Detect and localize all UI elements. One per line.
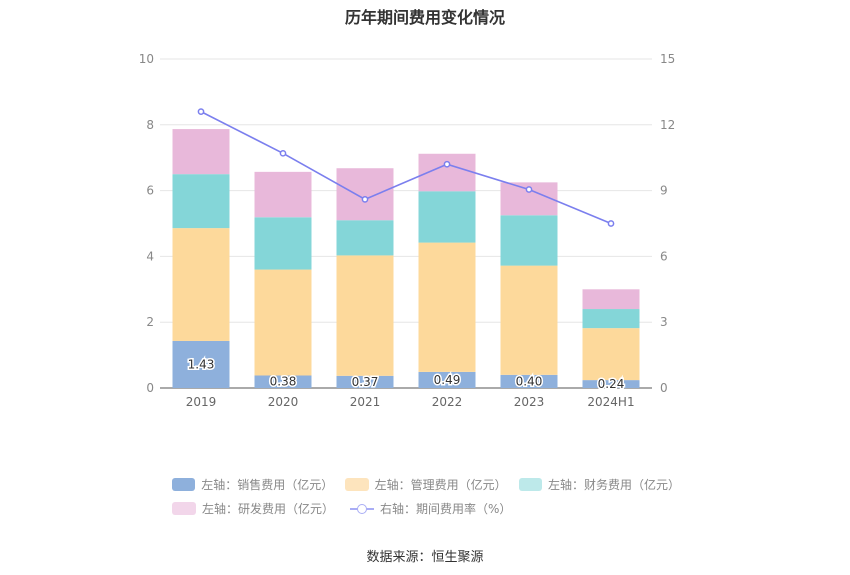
bar-segment-1	[500, 265, 558, 375]
legend-item-rate[interactable]: 右轴：期间费用率（%）	[350, 500, 511, 517]
rate-point	[279, 149, 287, 157]
bar-segment-0	[172, 340, 230, 388]
legend-swatch-sales	[172, 477, 196, 491]
data-source: 数据来源：恒生聚源	[366, 550, 484, 565]
bar-segment-1	[418, 242, 476, 372]
left-axis-tick-label: 6	[146, 184, 154, 198]
bar-data-label: 1.43	[188, 357, 215, 371]
bar-segment-3	[172, 129, 230, 175]
rate-point	[197, 108, 205, 115]
bar-data-label: 0.49	[434, 373, 461, 387]
legend-swatch-finance	[518, 477, 542, 491]
legend: 左轴：销售费用（亿元） 左轴：管理费用（亿元） 左轴：财务费用（亿元） 左轴：研…	[172, 472, 692, 520]
x-axis-tick-label: 2021	[350, 395, 381, 409]
chart-title: 历年期间费用变化情况	[344, 8, 505, 27]
right-axis-tick-label: 12	[660, 118, 675, 132]
bar-segment-1	[172, 228, 230, 341]
bar-data-label: 0.24	[598, 377, 625, 391]
bar-segment-0	[254, 375, 312, 388]
left-axis-tick-label: 2	[146, 315, 154, 329]
bar-segment-0	[418, 371, 476, 388]
bar-segment-2	[254, 217, 312, 270]
x-axis-tick-label: 2020	[268, 395, 299, 409]
left-axis-tick-label: 4	[146, 249, 154, 263]
bar-segment-1	[254, 269, 312, 376]
legend-item-finance[interactable]: 左轴：财务费用（亿元）	[518, 476, 680, 493]
bar-segment-2	[418, 191, 476, 243]
left-axis-tick-label: 10	[139, 52, 154, 66]
legend-swatch-admin	[345, 477, 369, 491]
x-axis-tick-label: 2024H1	[587, 395, 634, 409]
bar-segment-0	[336, 375, 394, 388]
bar-segment-3	[254, 171, 312, 218]
bar-segment-1	[582, 328, 640, 381]
right-axis-tick-label: 6	[660, 249, 668, 263]
bar-segment-2	[336, 220, 394, 256]
bar-segment-0	[500, 374, 558, 388]
bar-segment-3	[336, 168, 394, 221]
left-axis-tick-label: 0	[146, 381, 154, 395]
legend-label-rnd: 左轴：研发费用（亿元）	[202, 501, 335, 516]
right-axis-tick-label: 0	[660, 381, 668, 395]
legend-label-finance: 左轴：财务费用（亿元）	[547, 477, 680, 492]
bar-segment-2	[172, 174, 230, 229]
x-axis-tick-label: 2022	[432, 395, 463, 409]
x-axis-tick-label: 2023	[514, 395, 545, 409]
x-axis-tick-label: 2019	[186, 395, 217, 409]
bar-segment-1	[336, 255, 394, 376]
bar-segment-3	[582, 289, 640, 310]
right-axis-tick-label: 15	[660, 52, 675, 66]
rate-line	[200, 110, 612, 225]
bar-segment-0	[582, 380, 640, 388]
bar-data-label: 0.40	[516, 374, 543, 388]
legend-label-rate: 右轴：期间费用率（%）	[380, 501, 512, 516]
legend-label-admin: 左轴：管理费用（亿元）	[374, 477, 507, 492]
legend-swatch-rate	[350, 502, 375, 515]
legend-item-admin[interactable]: 左轴：管理费用（亿元）	[345, 476, 507, 493]
bar-data-label: 0.38	[270, 375, 297, 389]
left-axis-tick-label: 8	[146, 118, 154, 132]
legend-item-rnd[interactable]: 左轴：研发费用（亿元）	[172, 500, 334, 517]
bar-segment-2	[582, 309, 640, 329]
rate-point	[361, 196, 369, 203]
legend-label-sales: 左轴：销售费用（亿元）	[201, 477, 334, 492]
rate-point	[607, 220, 615, 227]
right-axis-tick-label: 9	[660, 184, 668, 198]
legend-item-sales[interactable]: 左轴：销售费用（亿元）	[172, 476, 334, 493]
legend-swatch-rnd	[172, 501, 196, 515]
rate-point	[525, 186, 533, 193]
rate-point	[443, 160, 451, 168]
bar-segment-2	[500, 215, 558, 266]
bar-data-label: 0.37	[352, 375, 379, 389]
right-axis-tick-label: 3	[660, 315, 668, 329]
